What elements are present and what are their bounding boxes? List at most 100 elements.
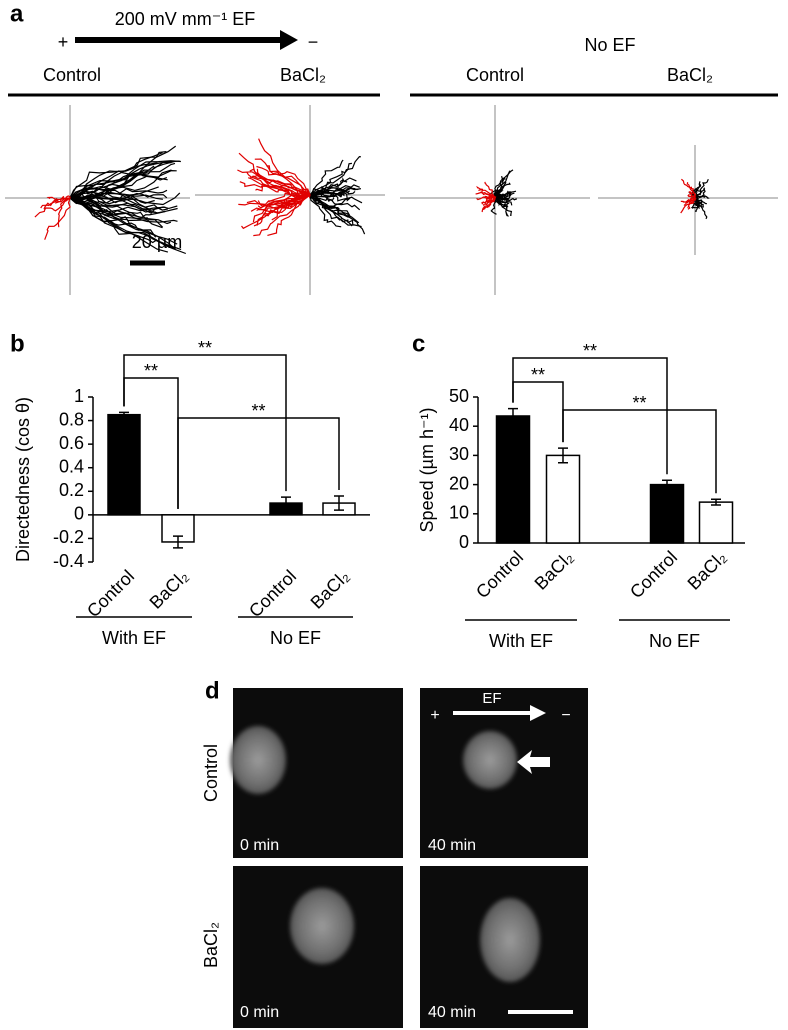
trajectory — [693, 197, 699, 207]
trajectory — [309, 159, 344, 197]
trajectory — [69, 191, 178, 211]
significance-label: ** — [583, 341, 597, 361]
cell — [463, 731, 517, 789]
trajectory — [494, 190, 512, 199]
trajectory — [246, 191, 311, 206]
trajectory — [69, 162, 176, 199]
trajectory — [694, 195, 710, 200]
anode-label: + — [58, 32, 69, 52]
trajectory — [69, 197, 182, 251]
trajectory — [686, 197, 696, 204]
y-tick-label: -0.2 — [53, 527, 84, 547]
error-bar — [508, 407, 518, 425]
trajectory — [309, 189, 351, 199]
error-bar — [281, 496, 291, 510]
field-label: EF — [482, 690, 501, 707]
trajectory — [494, 197, 513, 206]
trajectory — [69, 195, 155, 214]
y-tick-label: 30 — [449, 444, 469, 464]
significance-label: ** — [632, 393, 646, 413]
trajectory — [309, 194, 363, 209]
trajectory — [309, 187, 356, 198]
bar — [107, 413, 141, 516]
category-label: BaCl₂ — [146, 566, 193, 613]
category-label: Control — [472, 547, 527, 602]
row-label: Control — [201, 744, 221, 802]
trajectory — [69, 160, 181, 199]
panel-label: c — [412, 330, 425, 357]
panel-label: a — [10, 0, 24, 27]
trajectory — [69, 160, 180, 199]
cell — [230, 726, 286, 794]
time-label: 0 min — [240, 1004, 279, 1021]
y-tick-label: 0.8 — [59, 409, 84, 429]
trajectory — [694, 197, 701, 209]
y-tick-label: 10 — [449, 503, 469, 523]
time-label: 40 min — [428, 837, 476, 854]
trajectory — [69, 152, 163, 199]
group-label: No EF — [270, 628, 321, 648]
error-bar — [173, 535, 183, 549]
no-field-label: No EF — [584, 35, 635, 55]
condition-label: BaCl₂ — [667, 65, 713, 85]
trajectory — [69, 162, 158, 199]
trajectory — [694, 188, 705, 199]
condition-label: Control — [43, 65, 101, 85]
y-tick-label: 40 — [449, 415, 469, 435]
trajectory — [309, 194, 353, 227]
cell — [480, 898, 540, 982]
field-arrow-head — [530, 705, 546, 721]
trajectory — [268, 189, 311, 207]
significance-label: ** — [198, 338, 212, 358]
trajectory — [494, 196, 509, 208]
category-label: BaCl₂ — [684, 547, 731, 594]
trajectory — [69, 151, 167, 200]
trajectory — [309, 194, 366, 235]
significance-label: ** — [144, 361, 158, 381]
significance-label: ** — [531, 365, 545, 385]
y-tick-label: 0.4 — [59, 456, 84, 476]
significance-bracket — [512, 357, 668, 475]
trajectory — [480, 196, 496, 205]
condition-label: Control — [466, 65, 524, 85]
y-axis-label: Directedness (cos θ) — [13, 397, 33, 562]
error-bar — [334, 495, 344, 511]
field-arrow-head — [280, 30, 298, 50]
trajectory — [478, 188, 496, 199]
trajectory — [249, 175, 311, 197]
trajectory — [69, 197, 187, 255]
significance-bracket — [123, 354, 287, 492]
category-label: BaCl₂ — [531, 547, 578, 594]
y-tick-label: -0.4 — [53, 551, 84, 571]
trajectory — [69, 197, 178, 245]
trajectory — [251, 175, 311, 197]
time-label: 40 min — [428, 1004, 476, 1021]
bar — [698, 501, 734, 544]
category-label: Control — [626, 547, 681, 602]
group-label: With EF — [489, 631, 553, 651]
error-bar — [662, 479, 672, 490]
cell — [290, 888, 354, 964]
trajectory — [57, 195, 71, 228]
cathode-label: − — [308, 32, 319, 52]
row-label: BaCl₂ — [201, 922, 221, 968]
trajectory — [493, 170, 511, 199]
y-tick-label: 0 — [74, 504, 84, 524]
trajectory — [69, 197, 172, 225]
trajectory — [40, 197, 71, 209]
y-tick-label: 0.2 — [59, 480, 84, 500]
y-tick-label: 50 — [449, 386, 469, 406]
trajectory — [680, 178, 697, 198]
y-tick-label: 20 — [449, 473, 469, 493]
trajectory — [688, 191, 696, 199]
bar — [545, 454, 581, 544]
trajectory — [43, 197, 71, 210]
y-tick-label: 0 — [459, 532, 469, 552]
y-tick-label: 1 — [74, 386, 84, 406]
group-label: With EF — [102, 628, 166, 648]
category-label: BaCl₂ — [307, 566, 354, 613]
trajectory — [309, 194, 342, 228]
bar — [649, 483, 685, 544]
